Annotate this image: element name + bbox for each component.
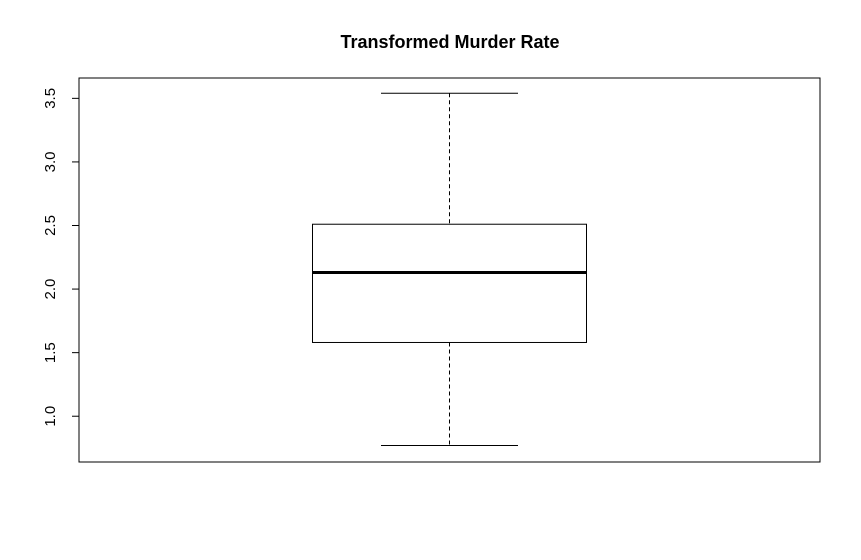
box-layer — [312, 92, 587, 446]
y-tick-label: 3.5 — [42, 88, 59, 109]
y-tick-label: 1.5 — [42, 342, 59, 363]
y-axis-ticks: 1.0 1.5 2.0 2.5 3.0 3.5 — [42, 88, 79, 427]
y-tick-label: 3.0 — [42, 151, 59, 172]
y-tick-label: 2.5 — [42, 215, 59, 236]
iqr-box — [312, 223, 587, 343]
y-tick-label: 2.0 — [42, 279, 59, 300]
y-tick-label: 1.0 — [42, 406, 59, 427]
chart-title: Transformed Murder Rate — [340, 32, 559, 52]
